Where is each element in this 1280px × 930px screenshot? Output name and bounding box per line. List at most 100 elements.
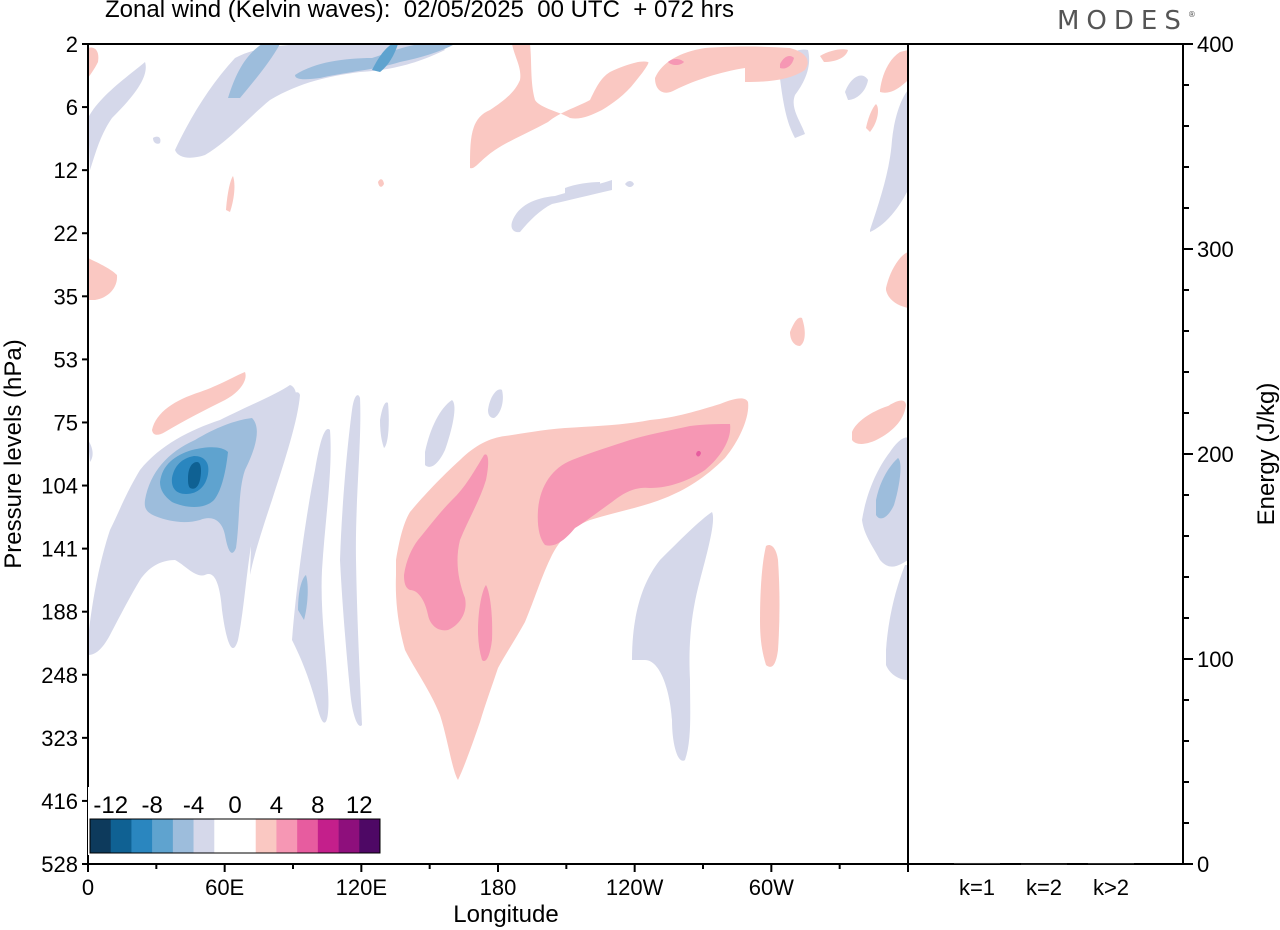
contour-pos-upper-11: [886, 252, 908, 308]
y-tick-label: 248: [41, 663, 78, 688]
contour-neg-streak-7: [488, 389, 503, 418]
colorbar-label: 12: [346, 792, 373, 819]
y-tick-label: 12: [54, 158, 78, 183]
contour-pos-upper-14: [852, 400, 906, 444]
contour-neg-streak-3: [298, 575, 308, 620]
x-tick-label: 0: [82, 875, 94, 900]
colorbar-swatch: [193, 819, 215, 853]
contour-pos-main-4: [478, 585, 493, 662]
energy-tick-label: 100: [1197, 647, 1234, 672]
contour-pos-upper-10: [88, 258, 118, 300]
y-tick-label: 53: [54, 347, 78, 372]
colorbar-swatch: [276, 819, 298, 853]
contour-neg-streak-8: [632, 512, 714, 761]
colorbar-swatch: [338, 819, 360, 853]
contour-neg-upper-3: [228, 44, 280, 98]
colorbar-swatch: [317, 819, 339, 853]
contour-pos-upper-7: [880, 50, 908, 93]
contour-neg-right-1: [870, 90, 908, 232]
energy-bars: k=1 k=2 k>2: [954, 862, 1134, 900]
y-tick-label: 141: [41, 537, 78, 562]
y-tick-label: 22: [54, 221, 78, 246]
y-tick-label: 528: [41, 852, 78, 877]
energy-tick-label: 400: [1197, 32, 1234, 57]
y-tick-label: 75: [54, 410, 78, 435]
colorbar-swatch: [90, 819, 112, 853]
contour-neg-streak-6: [425, 400, 455, 467]
contour-pos-main: [395, 398, 749, 780]
y-tick-label: 6: [66, 95, 78, 120]
energy-category-label: k=2: [1026, 875, 1062, 900]
brand-mark: ®: [1187, 10, 1196, 19]
colorbar-swatch: [359, 819, 381, 853]
colorbar-swatch: [214, 819, 236, 853]
y-axis-label: Pressure levels (hPa): [0, 339, 27, 568]
contour-pos-upper-2: [470, 44, 649, 169]
contour-speck-1: [565, 182, 600, 195]
contour-neg-streak-1: [250, 392, 300, 575]
y-tick-label: 416: [41, 789, 78, 814]
contour-neg-streak-2: [292, 429, 331, 723]
contour-pos-upper-12: [790, 317, 805, 346]
y-tick-label: 323: [41, 726, 78, 751]
energy-tick-label: 0: [1197, 852, 1209, 877]
energy-category-label: k>2: [1093, 875, 1129, 900]
contour-neg-upper-1: [88, 62, 146, 170]
contour-neg-mid-3: [845, 75, 868, 100]
y-tick-label: 2: [66, 32, 78, 57]
colorbar-label: 8: [311, 792, 324, 819]
colorbar-swatch: [235, 819, 257, 853]
contour-speck-3: [378, 179, 384, 187]
contour-pos-upper-13: [152, 372, 246, 435]
colorbar-legend: -12 -8 -4 0 4 8 12: [88, 787, 382, 855]
contour-neg-streak-4: [340, 395, 362, 726]
contour-pos-upper-4: [668, 59, 684, 65]
contour-neg-upper-5: [372, 44, 398, 72]
y-tick-label: 35: [54, 284, 78, 309]
x-axis-label: Longitude: [453, 901, 558, 928]
contour-pos-main-2: [404, 454, 489, 631]
colorbar-swatch: [131, 819, 153, 853]
contour-pos-upper-5: [780, 56, 794, 69]
colorbar-swatch: [172, 819, 194, 853]
y-tick-label: 188: [41, 600, 78, 625]
energy-axis-label: Energy (J/kg): [1253, 383, 1280, 526]
colorbar-swatch: [152, 819, 174, 853]
contour-neg-streak-5: [380, 402, 389, 448]
contour-pos-upper-3: [655, 46, 808, 93]
colorbar-swatch: [255, 819, 277, 853]
contour-neg-upper-4: [295, 44, 455, 80]
colorbar-outline: [89, 818, 381, 854]
brand-text: MODES: [1057, 6, 1188, 36]
colorbar-swatch: [110, 819, 132, 853]
contour-speck-4: [153, 136, 161, 144]
modes-logo: MODES®: [1057, 6, 1196, 36]
contour-pos-upper-6: [820, 49, 848, 62]
x-tick-label: 120E: [336, 875, 387, 900]
contour-neg-right-4: [886, 565, 908, 680]
colorbar-swatch: [297, 819, 319, 853]
energy-bar: [1021, 863, 1067, 865]
contour-neg-right-3: [876, 458, 901, 519]
colorbar-label: -4: [183, 792, 204, 819]
x-tick-label: 120W: [606, 875, 664, 900]
chart-title: Zonal wind (Kelvin waves): 02/05/2025 00…: [105, 0, 734, 23]
contour-pos-main-5: [696, 450, 701, 457]
colorbar-label: 0: [228, 792, 241, 819]
colorbar-label: -12: [93, 792, 128, 819]
x-tick-label: 60W: [749, 875, 794, 900]
contour-pos-main-3: [537, 424, 731, 546]
energy-bar: [1088, 863, 1134, 865]
contour-neg-main-5: [188, 462, 201, 489]
contour-speck-2: [625, 181, 634, 187]
colorbar-label: 4: [270, 792, 283, 819]
x-tick-label: 180: [480, 875, 517, 900]
contour-pos-upper-9: [226, 176, 235, 212]
energy-category-label: k=1: [959, 875, 995, 900]
energy-tick-label: 300: [1197, 237, 1234, 262]
y-tick-label: 104: [41, 474, 78, 499]
energy-tick-label: 200: [1197, 442, 1234, 467]
contour-pos-upper-1: [88, 47, 99, 78]
